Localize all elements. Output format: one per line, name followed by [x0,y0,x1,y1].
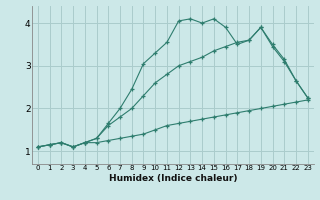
X-axis label: Humidex (Indice chaleur): Humidex (Indice chaleur) [108,174,237,183]
